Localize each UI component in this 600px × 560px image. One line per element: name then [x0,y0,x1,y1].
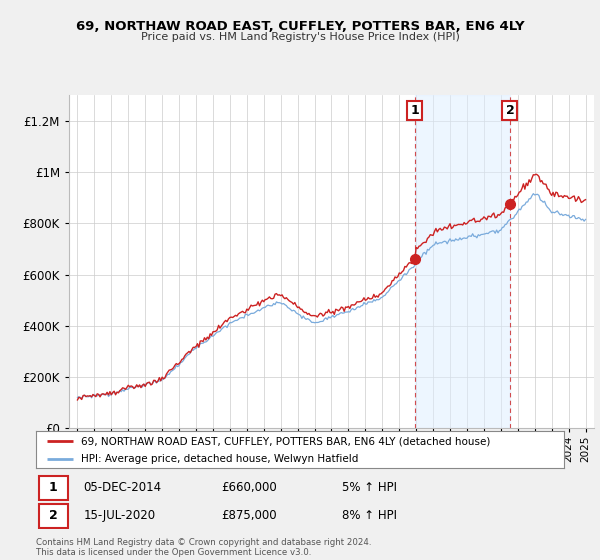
Text: 1: 1 [410,104,419,116]
Text: Price paid vs. HM Land Registry's House Price Index (HPI): Price paid vs. HM Land Registry's House … [140,32,460,43]
Text: £875,000: £875,000 [221,509,277,522]
Text: 69, NORTHAW ROAD EAST, CUFFLEY, POTTERS BAR, EN6 4LY (detached house): 69, NORTHAW ROAD EAST, CUFFLEY, POTTERS … [81,436,490,446]
Text: Contains HM Land Registry data © Crown copyright and database right 2024.
This d: Contains HM Land Registry data © Crown c… [36,538,371,557]
Text: 5% ↑ HPI: 5% ↑ HPI [342,481,397,494]
Text: 69, NORTHAW ROAD EAST, CUFFLEY, POTTERS BAR, EN6 4LY: 69, NORTHAW ROAD EAST, CUFFLEY, POTTERS … [76,20,524,32]
Text: 2: 2 [49,509,58,522]
FancyBboxPatch shape [38,475,68,500]
Text: 8% ↑ HPI: 8% ↑ HPI [342,509,397,522]
Text: 1: 1 [49,481,58,494]
Text: HPI: Average price, detached house, Welwyn Hatfield: HPI: Average price, detached house, Welw… [81,454,358,464]
Text: £660,000: £660,000 [221,481,277,494]
FancyBboxPatch shape [38,503,68,528]
Text: 2: 2 [506,104,514,116]
Text: 15-JUL-2020: 15-JUL-2020 [83,509,155,522]
Text: 05-DEC-2014: 05-DEC-2014 [83,481,161,494]
